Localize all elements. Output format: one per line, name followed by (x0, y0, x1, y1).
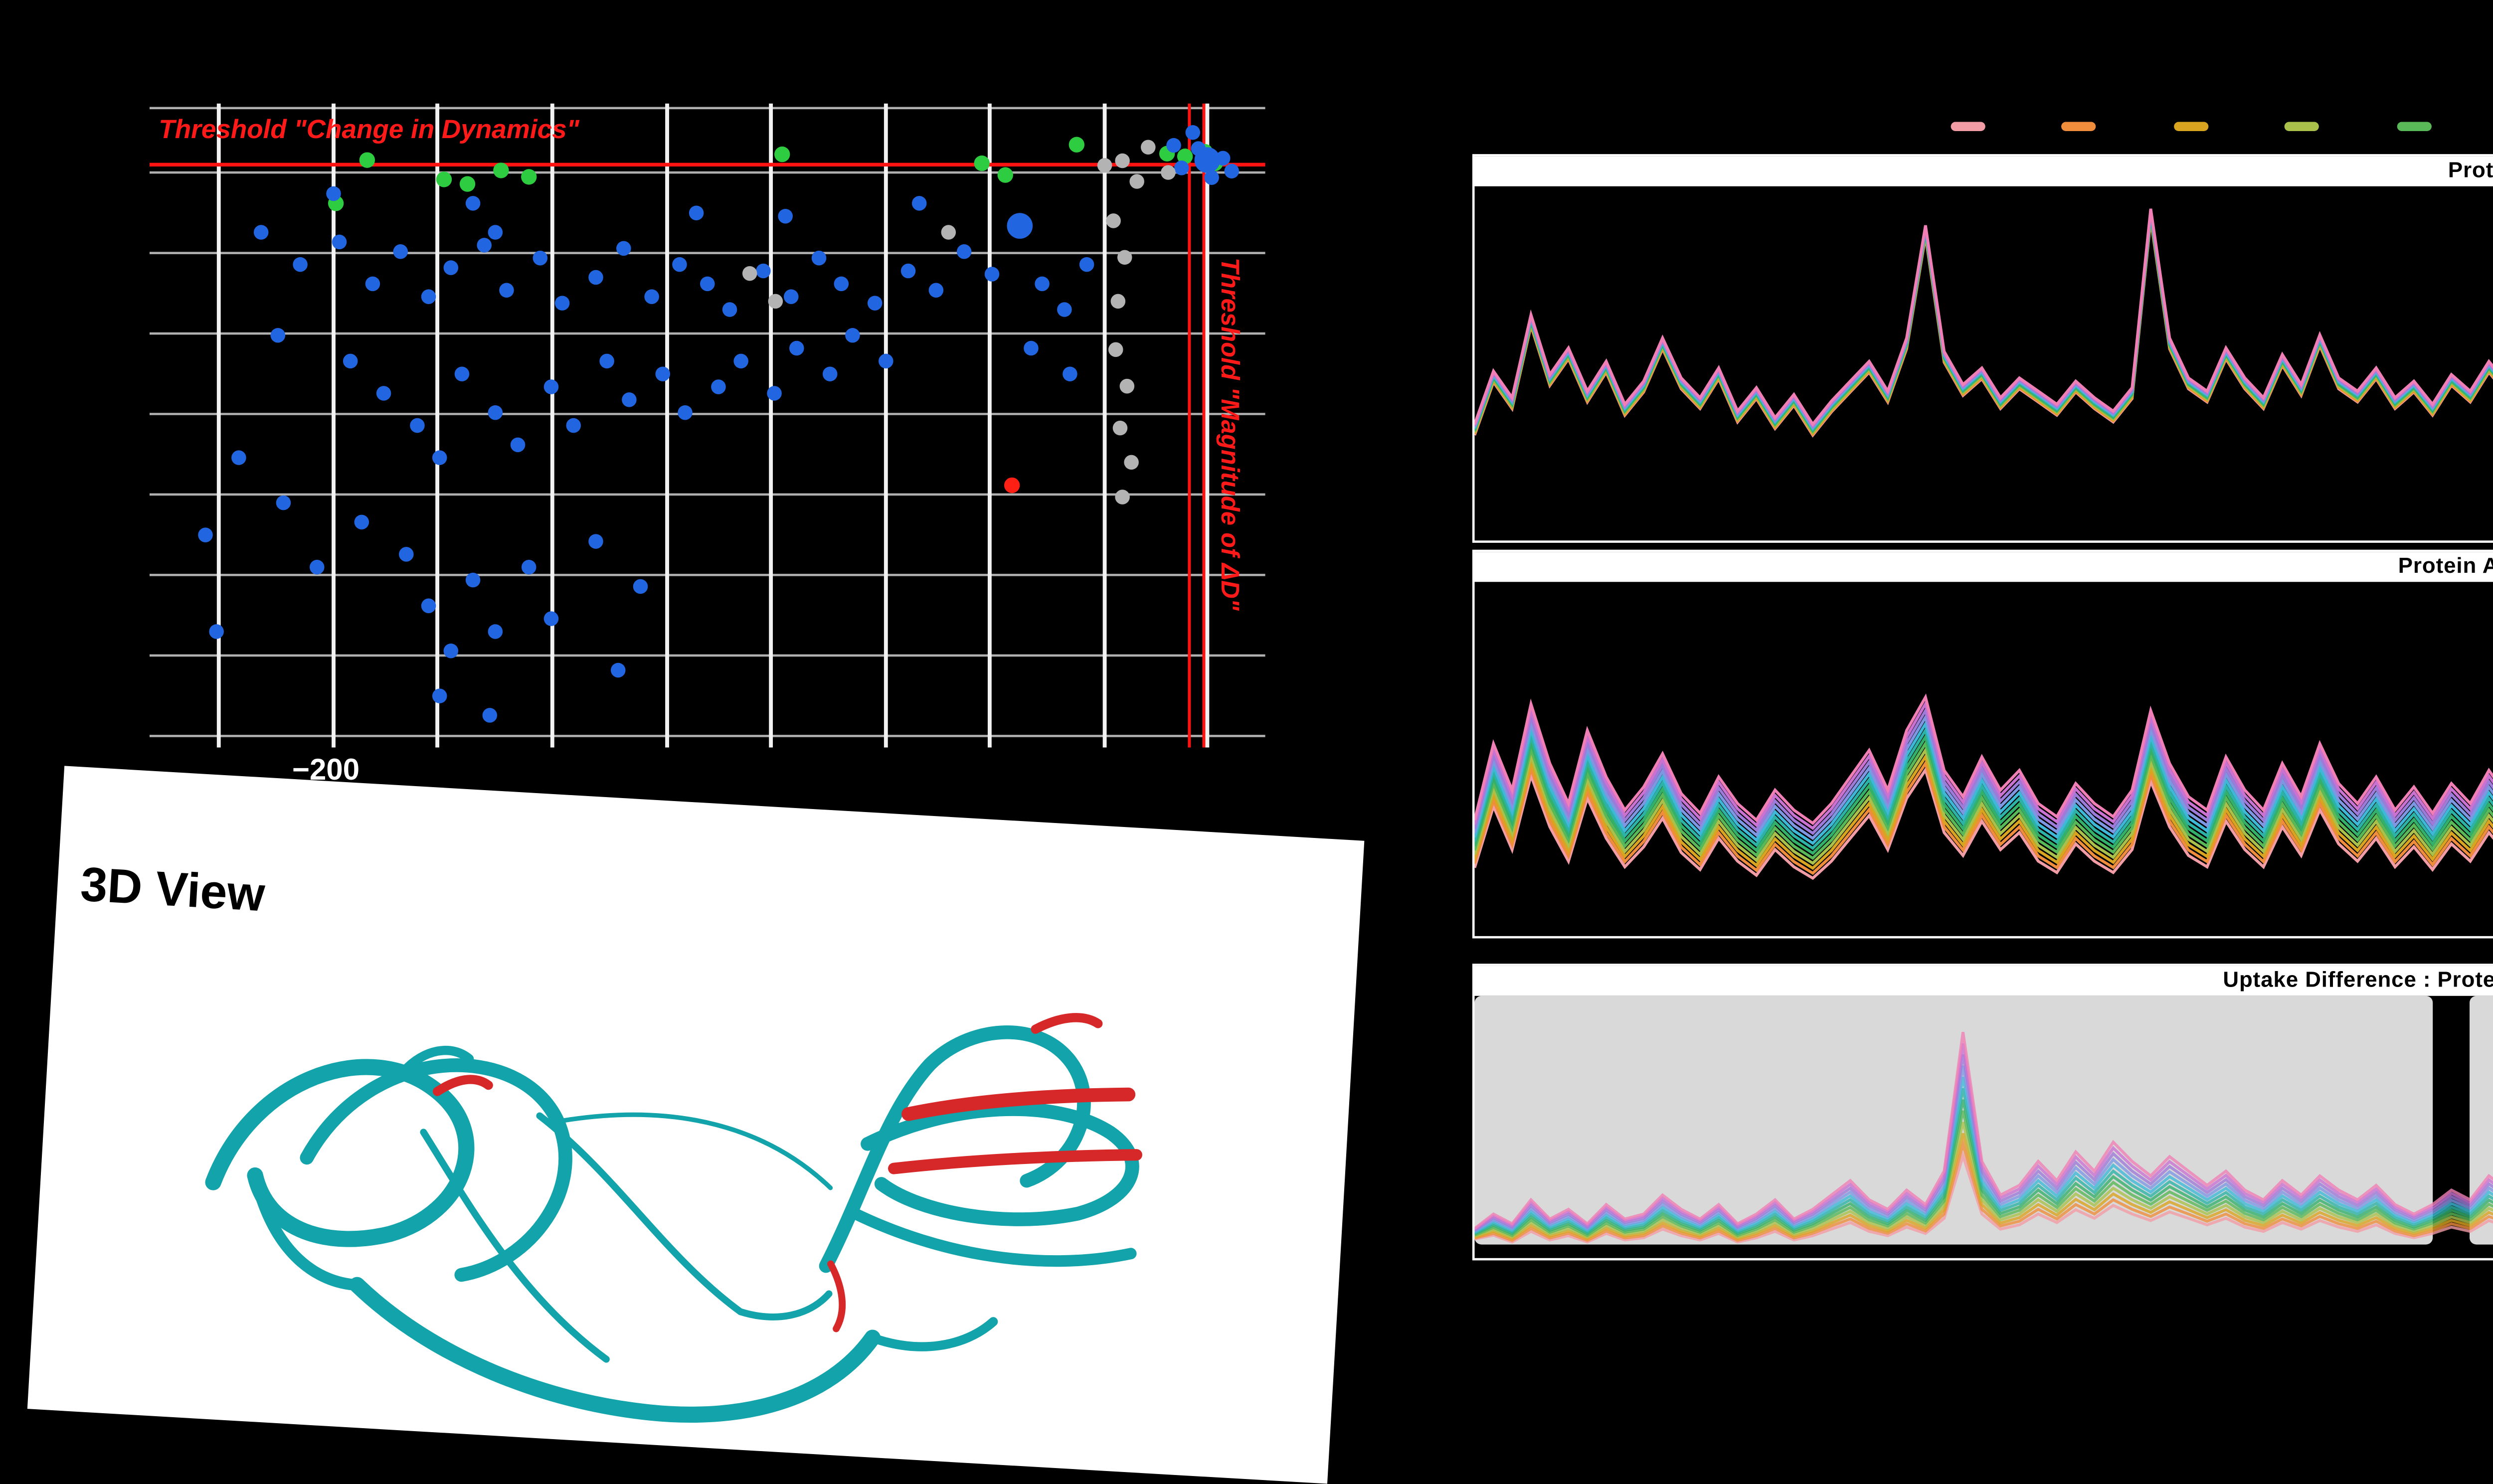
uptake-difference-chart[interactable] (1474, 995, 2493, 1258)
protein-3d-structure[interactable] (132, 937, 1260, 1460)
uptake-series-line (1474, 215, 2493, 434)
uptake-series-line (1474, 707, 2493, 835)
ribbon-segment-teal (300, 1058, 572, 1282)
ribbon-segment-teal (868, 1317, 998, 1351)
uptake-series-line (1474, 753, 2493, 870)
screenshot-root: Threshold "Change in Dynamics" Threshold… (27, 103, 2493, 1484)
uptake-series-line (1474, 210, 2493, 429)
uptake-series-line (1474, 740, 2493, 860)
volcano-plot[interactable] (149, 103, 1265, 748)
ribbon-segment-teal (420, 1129, 610, 1363)
ribbon-segment-red (1031, 1013, 1103, 1034)
legend-swatch[interactable] (2285, 122, 2320, 131)
uptake-series-line (1474, 208, 2493, 427)
scatter-group-significant[interactable] (328, 137, 1223, 211)
uptake-series-line (1474, 693, 2493, 825)
ribbon-segment-teal (399, 1045, 474, 1076)
panel-title-protein-a-ligand: Protein A + Ligand (1474, 552, 2493, 582)
uptake-series-line (1474, 209, 2493, 428)
uptake-series-line (1474, 1077, 2493, 1234)
uptake-series-line (1474, 219, 2493, 438)
threshold-change-dynamics-label: Threshold "Change in Dynamics" (159, 117, 579, 145)
ribbon-segment-red (901, 1087, 1136, 1121)
legend-swatch[interactable] (2173, 122, 2208, 131)
ribbon-segment-red (827, 1260, 846, 1332)
volcano-canvas[interactable] (149, 103, 1265, 748)
uptake-series-line (1474, 1110, 2493, 1237)
ribbon-segment-teal (205, 1059, 475, 1247)
scatter-group-negative-change[interactable] (1004, 477, 1020, 494)
uptake-series-line (1474, 746, 2493, 865)
uptake-series-line (1474, 1088, 2493, 1235)
ribbon-segment-teal (249, 1169, 363, 1291)
uptake-panel-protein-a-ligand: Protein A + Ligand (1472, 549, 2493, 939)
uptake-difference-panel: Uptake Difference : Protein A - (Protein… (1472, 964, 2493, 1261)
uptake-chart-protein-a-ligand[interactable] (1474, 582, 2493, 936)
ribbon-segment-red (432, 1075, 493, 1096)
uptake-series-line (1474, 218, 2493, 437)
scatter-group-below-magnitude-threshold[interactable] (742, 140, 1176, 504)
panel-title-uptake-difference: Uptake Difference : Protein A - (Protein… (1474, 966, 2493, 996)
legend-swatch[interactable] (1951, 122, 1985, 131)
uptake-series-line (1474, 1043, 2493, 1231)
view-3d-title: 3D View (79, 859, 266, 923)
uptake-series-line (1474, 713, 2493, 840)
uptake-difference-chart-canvas[interactable] (1474, 995, 2493, 1258)
uptake-series-line (1474, 760, 2493, 875)
ribbon-segment-red (888, 1149, 1142, 1174)
uptake-series-line (1474, 766, 2493, 880)
uptake-series-line (1474, 1139, 2493, 1242)
threshold-magnitude-label: Threshold "Magnitude of ΔD" (1215, 257, 1243, 611)
uptake-series-line (1474, 720, 2493, 845)
uptake-series-line (1474, 1133, 2493, 1241)
uptake-series-line (1474, 700, 2493, 830)
ribbon-segment-teal (349, 1277, 881, 1423)
ribbon-segment-teal (861, 1102, 1139, 1226)
uptake-series-line (1474, 1151, 2493, 1244)
uptake-series-line (1474, 1031, 2493, 1230)
uptake-series-line (1474, 727, 2493, 850)
legend-swatch[interactable] (2396, 122, 2432, 131)
ribbon-segment-teal (536, 1112, 744, 1316)
uptake-series-line (1474, 211, 2493, 430)
scatter-group-non-significant[interactable] (198, 125, 1240, 723)
uptake-series-line (1474, 217, 2493, 436)
series-legend (1951, 122, 2493, 131)
ribbon-segment-teal (555, 1112, 833, 1190)
uptake-chart-protein-a[interactable] (1474, 186, 2493, 541)
panel-title-protein-a: Protein A (1474, 156, 2493, 186)
ribbon-segment-teal (846, 1206, 1137, 1267)
uptake-series-line (1474, 1065, 2493, 1233)
uptake-series-line (1474, 1054, 2493, 1232)
uptake-chart-protein-a-canvas[interactable] (1474, 186, 2493, 541)
view-3d-panel[interactable]: 3D View (27, 766, 1365, 1484)
legend-swatch[interactable] (2062, 122, 2097, 131)
uptake-series-line (1474, 1122, 2493, 1239)
scatter-group-emphasis-large[interactable] (1007, 147, 1221, 239)
uptake-chart-protein-a-ligand-canvas[interactable] (1474, 582, 2493, 936)
uptake-series-line (1474, 733, 2493, 855)
uptake-panel-protein-a: Protein A (1472, 154, 2493, 543)
ribbon-segment-teal (736, 1290, 833, 1320)
uptake-series-line (1474, 1099, 2493, 1236)
uptake-series-line (1474, 216, 2493, 435)
